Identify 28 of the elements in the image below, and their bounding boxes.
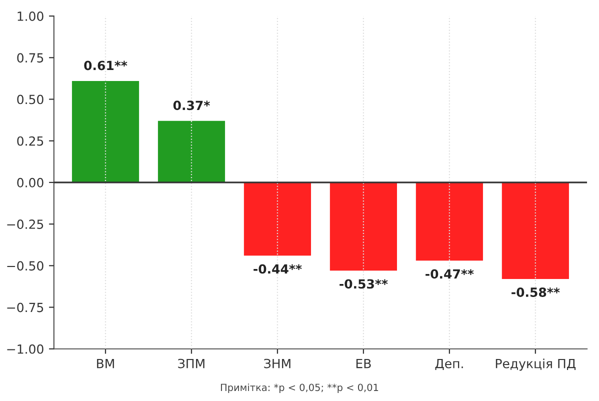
y-tick-label: −1.00 — [7, 344, 44, 354]
y-tick-label: 0.75 — [17, 53, 44, 63]
data-label: -0.47** — [426, 269, 474, 279]
data-label: 0.61** — [84, 60, 128, 70]
x-tick-label: ЗНМ — [264, 358, 290, 368]
text: Примітка: *p < 0,05; **p < 0,01 — [220, 384, 378, 393]
y-tick-label: −0.50 — [7, 261, 44, 271]
data-label: -0.58** — [512, 288, 560, 297]
y-tick-label: 0.50 — [17, 94, 44, 104]
data-label: 0.37* — [173, 100, 210, 110]
bar — [330, 182, 397, 271]
x-tick-label: Редукція ПД — [496, 358, 576, 371]
bar — [502, 182, 569, 279]
y-tick-label: 0.25 — [17, 136, 44, 146]
x-tick-label: ЕВ — [356, 358, 371, 368]
bar — [416, 182, 483, 261]
y-tick-label: 1.00 — [18, 12, 44, 21]
data-label: -0.53** — [340, 279, 388, 289]
bar — [244, 182, 312, 256]
bar — [158, 120, 226, 182]
x-tick-label: Деп. — [435, 358, 463, 370]
x-tick-label: ЗПМ — [178, 358, 204, 368]
data-label: -0.44** — [254, 264, 302, 274]
y-tick-label: 0.00 — [17, 178, 44, 188]
y-tick-label: −0.75 — [7, 302, 44, 312]
y-tick-label: −0.25 — [7, 220, 44, 229]
bar — [72, 80, 140, 182]
x-tick-label: ВМ — [97, 358, 114, 368]
